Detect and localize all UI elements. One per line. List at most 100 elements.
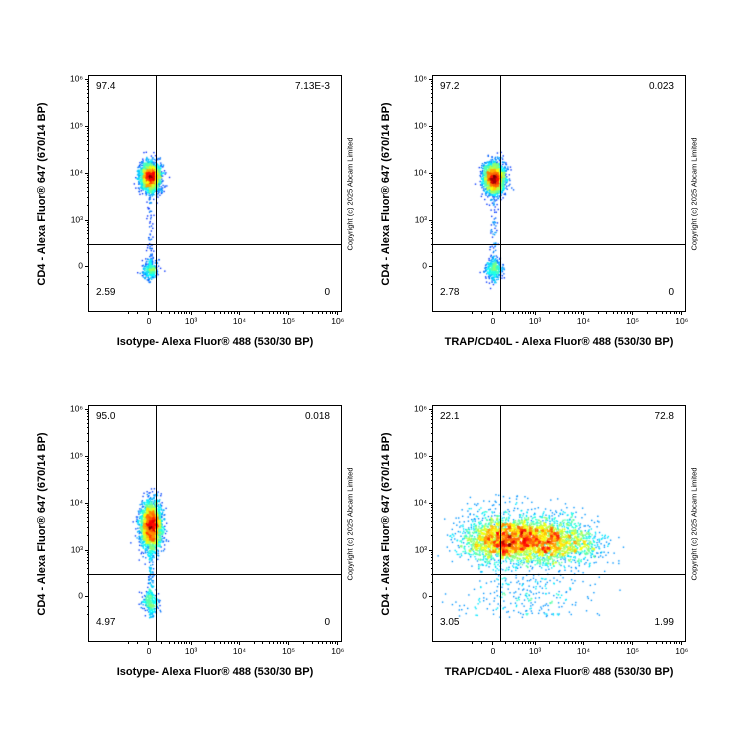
x-axis-tick	[280, 311, 282, 314]
x-axis-tick	[549, 641, 551, 644]
y-axis-tick	[430, 103, 433, 105]
y-axis-tick	[430, 606, 433, 608]
x-tick-label: 10⁵	[282, 646, 296, 656]
y-axis-tick	[430, 233, 433, 235]
x-axis-tick	[617, 641, 619, 644]
y-axis-tick	[430, 158, 433, 160]
y-axis-tick	[429, 219, 433, 221]
x-axis-tick	[137, 641, 139, 644]
x-axis-tick	[655, 641, 657, 644]
y-axis-tick	[430, 512, 433, 514]
y-axis-tick	[430, 521, 433, 523]
y-tick-label: 0	[422, 260, 427, 271]
x-axis-tick	[128, 641, 130, 644]
y-axis-tick	[430, 92, 433, 94]
y-axis-tick	[430, 144, 433, 146]
x-tick-label: 10³	[528, 316, 542, 326]
x-axis-tick	[646, 641, 648, 644]
x-axis-tick	[137, 311, 139, 314]
y-axis-tick	[430, 284, 433, 286]
y-axis-tick	[86, 556, 89, 558]
x-axis-tick	[302, 311, 304, 314]
y-axis-tick	[430, 139, 433, 141]
x-axis-tick	[505, 311, 507, 314]
y-axis-tick	[86, 415, 89, 417]
x-axis-tick	[224, 311, 226, 314]
x-axis-tick	[280, 641, 282, 644]
y-axis-tick	[429, 595, 433, 597]
x-axis-tick	[188, 311, 190, 314]
x-axis-tick	[492, 311, 494, 315]
y-axis-tick	[430, 186, 433, 188]
y-axis-tick	[430, 276, 433, 278]
y-axis-tick	[430, 224, 433, 226]
y-axis-tick	[86, 521, 89, 523]
x-axis-tick	[666, 311, 668, 314]
x-axis-tick	[322, 641, 324, 644]
x-axis-tick	[332, 311, 334, 314]
x-axis-tick	[572, 641, 574, 644]
x-axis-tick	[534, 311, 536, 315]
x-axis-tick	[678, 641, 680, 644]
y-axis-tick	[430, 474, 433, 476]
x-axis-tick	[288, 641, 290, 645]
x-axis-tick	[673, 641, 675, 644]
x-axis-label: TRAP/CD40L - Alexa Fluor® 488 (530/30 BP…	[444, 336, 674, 348]
y-axis-tick	[430, 177, 433, 179]
x-axis-tick	[666, 641, 668, 644]
y-axis-tick	[86, 182, 89, 184]
y-tick-label: 10³	[414, 544, 427, 555]
y-axis-tick	[430, 527, 433, 529]
x-axis-tick	[205, 311, 207, 314]
y-axis-tick	[429, 265, 433, 267]
y-axis-tick	[85, 172, 89, 174]
x-axis-tick	[557, 641, 559, 644]
y-axis-tick	[430, 243, 433, 245]
y-axis-tick	[430, 88, 433, 90]
x-tick-label: 10⁵	[626, 316, 640, 326]
y-axis-tick	[430, 441, 433, 443]
y-tick-label: 10³	[70, 544, 83, 555]
x-axis-tick	[655, 311, 657, 314]
x-axis-tick	[231, 311, 233, 314]
x-axis-tick	[525, 641, 527, 644]
y-tick-label: 0	[422, 590, 427, 601]
y-axis-tick	[430, 197, 433, 199]
x-axis-tick	[234, 641, 236, 644]
x-axis-tick	[582, 641, 584, 645]
y-axis-tick	[430, 457, 433, 459]
y-axis-tick	[85, 549, 89, 551]
x-axis-tick	[572, 311, 574, 314]
x-axis-tick	[521, 311, 523, 314]
y-tick-label: 10⁴	[413, 167, 427, 178]
x-axis-tick	[168, 311, 170, 314]
quadrant-gate-vertical	[500, 406, 502, 641]
quadrant-stat-lower-right: 0	[324, 617, 330, 628]
x-axis-tick	[188, 641, 190, 644]
x-tick-label: 10⁴	[576, 646, 590, 656]
x-axis-tick	[575, 641, 577, 644]
x-axis-tick	[575, 311, 577, 314]
x-axis-tick	[481, 641, 483, 644]
y-axis-tick	[86, 413, 89, 415]
x-axis-tick	[629, 311, 631, 314]
y-axis-tick	[430, 516, 433, 518]
y-axis-tick	[430, 251, 433, 253]
y-axis-tick	[430, 130, 433, 132]
x-axis-tick	[578, 641, 580, 644]
x-axis-tick	[612, 641, 614, 644]
y-axis-tick	[430, 581, 433, 583]
x-axis-tick	[302, 641, 304, 644]
y-axis-tick	[429, 455, 433, 457]
x-tick-label: 0	[146, 316, 152, 326]
copyright-watermark: Copyright (c) 2025 Abcam Limited	[345, 467, 355, 580]
x-tick-label: 10³	[184, 316, 198, 326]
x-axis-label: Isotype- Alexa Fluor® 488 (530/30 BP)	[116, 666, 314, 678]
x-axis-tick	[277, 641, 279, 644]
y-axis-tick	[86, 132, 89, 134]
scatter-canvas	[89, 76, 341, 311]
x-axis-tick	[128, 311, 130, 314]
y-axis-tick	[85, 595, 89, 597]
x-axis-tick	[661, 641, 663, 644]
x-axis-tick	[228, 311, 230, 314]
